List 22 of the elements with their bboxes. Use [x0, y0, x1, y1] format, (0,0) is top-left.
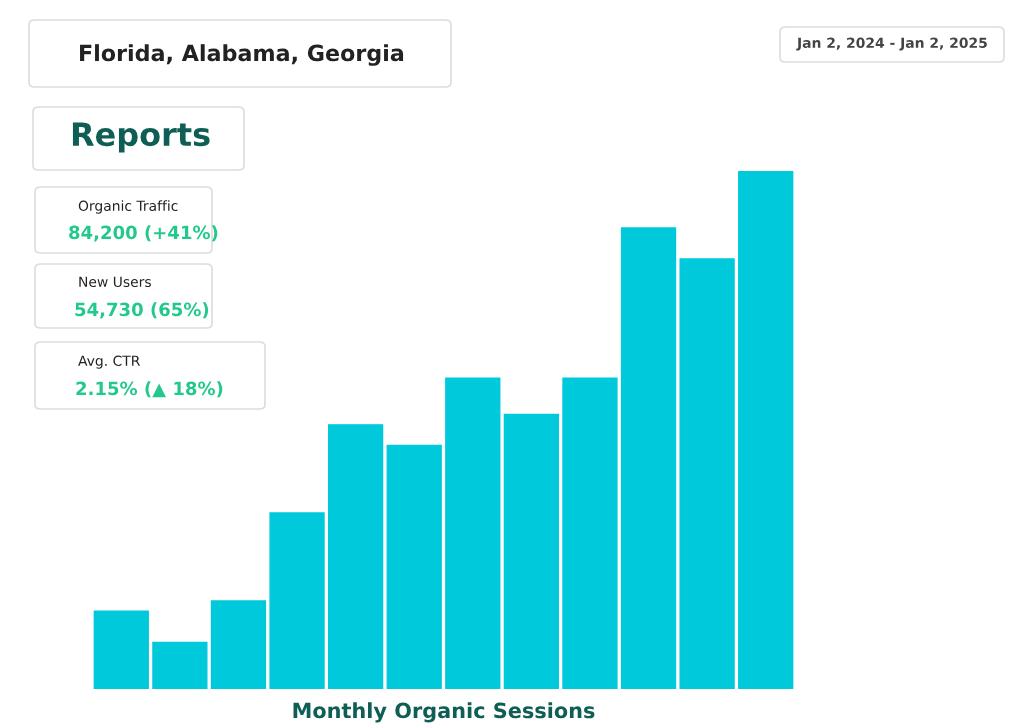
bar [503, 413, 560, 689]
bar [269, 512, 325, 689]
bar [620, 227, 677, 689]
bar [327, 424, 384, 689]
annotation: 84,200 (+41%) [69, 225, 218, 242]
bar [562, 377, 618, 689]
annotation: 54,730 (65%) [75, 302, 209, 319]
bar [210, 600, 267, 689]
bar [445, 377, 501, 689]
x-axis-title: Monthly Organic Sessions [293, 702, 595, 723]
bar [738, 171, 794, 689]
text: Jan 2, 2024 - Jan 2, 2025 [796, 37, 987, 51]
text: Florida, Alabama, Georgia [80, 44, 404, 66]
bar [93, 610, 149, 689]
annotation: New Users [79, 276, 151, 288]
annotation: Avg. CTR [78, 355, 140, 369]
text: Reports [72, 122, 210, 153]
bar [386, 444, 442, 689]
bar [679, 258, 735, 689]
annotation: Organic Traffic [78, 200, 178, 214]
bar [152, 641, 208, 689]
annotation: 2.15% (▲ 18%) [76, 381, 223, 398]
